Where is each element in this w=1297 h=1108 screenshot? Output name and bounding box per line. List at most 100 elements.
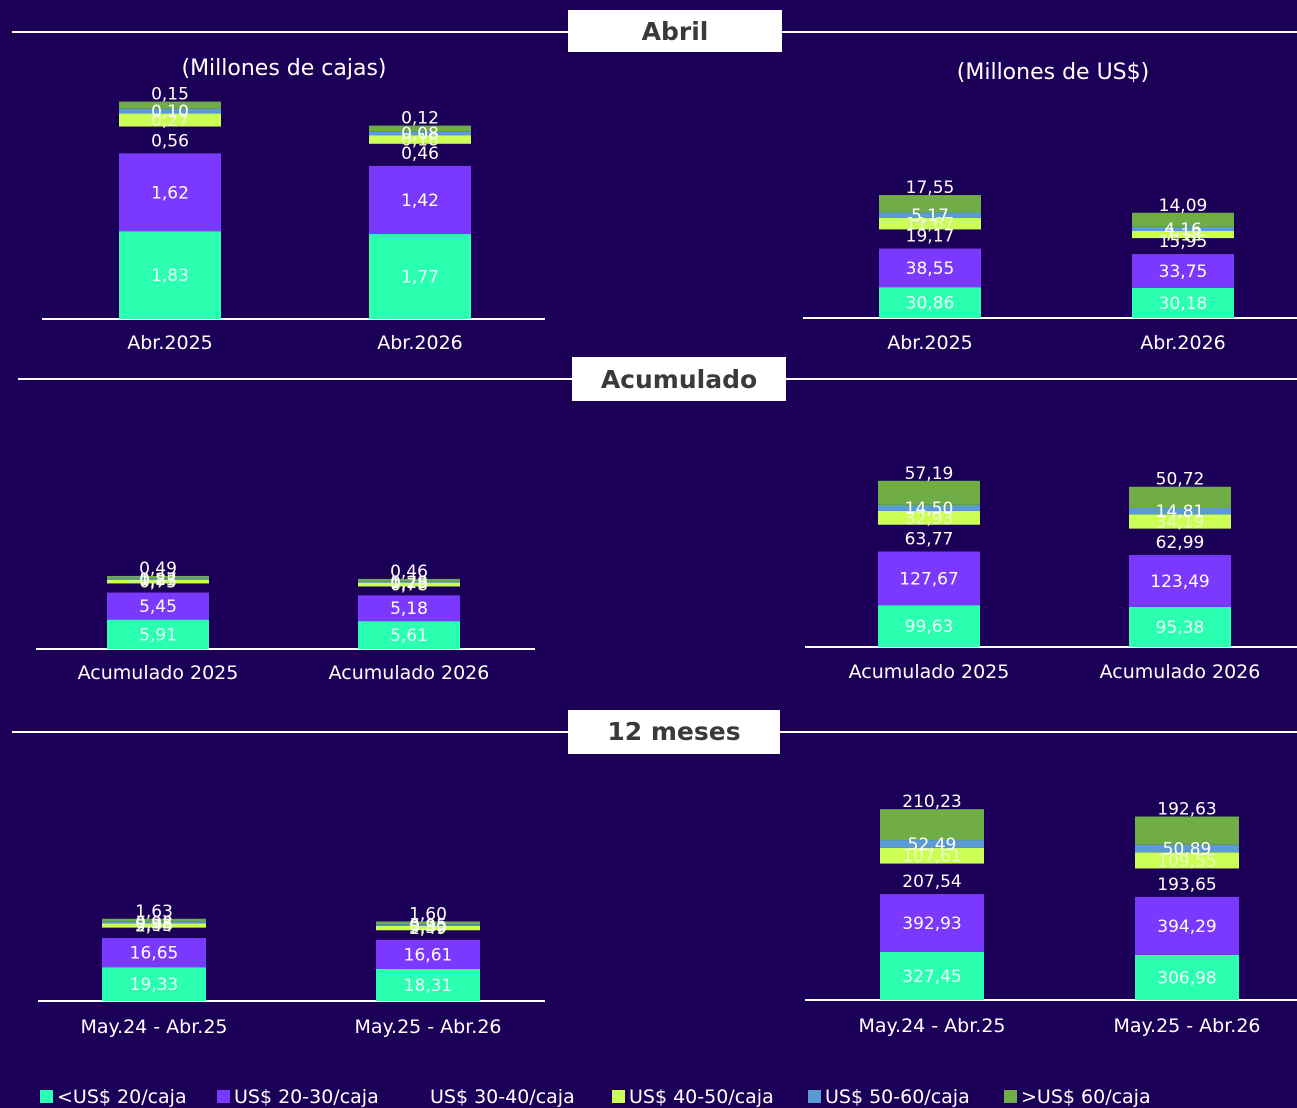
data-label: 0,28 <box>390 573 428 593</box>
bar-segment <box>369 135 471 144</box>
section-title: Abril <box>642 17 709 46</box>
category-label: Acumulado 2026 <box>1100 661 1261 683</box>
data-label: 34,19 <box>1156 512 1205 532</box>
bar-segment <box>1132 254 1234 288</box>
bar-segment <box>358 578 460 582</box>
bar-segment <box>878 480 980 505</box>
category-label: Abr.2025 <box>127 332 213 354</box>
bar-segment <box>1132 226 1234 231</box>
bar-segment <box>879 195 981 213</box>
bar-segment <box>369 125 471 132</box>
data-label: 7,12 <box>1164 226 1202 246</box>
bar-segment <box>1129 486 1231 509</box>
legend-label: US$ 30-40/caja <box>430 1086 575 1108</box>
bar-segment <box>102 921 206 924</box>
bar-segment <box>119 231 221 319</box>
data-label: 0,27 <box>151 111 189 131</box>
legend-swatch <box>808 1090 821 1103</box>
data-label: 16,65 <box>130 944 179 964</box>
data-label: 392,93 <box>902 914 961 934</box>
data-label: 0,18 <box>401 130 439 150</box>
data-label: 1,60 <box>409 904 447 924</box>
bar-segment <box>1132 212 1234 227</box>
bar-segment <box>358 621 460 649</box>
data-label: 0,15 <box>151 85 189 105</box>
data-label: 0,12 <box>401 109 439 129</box>
bar-segment <box>376 921 480 925</box>
data-label: 306,98 <box>1157 968 1216 988</box>
data-label: 1,42 <box>401 191 439 211</box>
bar-segment <box>107 579 209 584</box>
bar-segment <box>119 108 221 114</box>
bar-segment <box>102 918 206 922</box>
bar-segment <box>1135 954 1239 1000</box>
bar-segment <box>1129 555 1231 607</box>
bar-segment <box>880 809 984 841</box>
bar-segment <box>880 847 984 864</box>
data-label: 0,10 <box>151 102 189 122</box>
category-label: May.24 - Abr.25 <box>80 1016 227 1038</box>
data-label: 5,91 <box>139 625 177 645</box>
unit-label-right: (Millones de US$) <box>957 60 1149 85</box>
data-label: 14,09 <box>1159 196 1208 216</box>
stacked-bar-chart: 5,91 5,45 1,830,750,270,49 Acumulado 2025 5,… <box>36 559 535 684</box>
section-header-abril: Abril <box>12 10 1297 52</box>
legend-swatch <box>40 1090 53 1103</box>
bar-segment <box>358 581 460 583</box>
bar-segment <box>1132 231 1234 239</box>
data-label: 4,16 <box>1164 220 1202 240</box>
data-label: 19,17 <box>906 227 955 247</box>
bar-segment <box>879 248 981 288</box>
data-label: 0,78 <box>390 576 428 596</box>
legend-label: US$ 20-30/caja <box>234 1086 379 1108</box>
data-label: 95,38 <box>1156 618 1205 638</box>
data-label: 327,45 <box>902 967 961 987</box>
bar-segment <box>107 619 209 649</box>
data-label: 1,79 <box>390 573 428 593</box>
section-title: 12 meses <box>607 717 740 746</box>
stacked-bar-chart: 19,33 16,65 5,952,440,981,63 May.24 - Abr.2… <box>38 902 545 1038</box>
bar-segment <box>1129 606 1231 647</box>
data-label: 30,86 <box>906 294 955 314</box>
data-label: 193,65 <box>1157 875 1216 895</box>
category-label: Abr.2026 <box>1140 332 1226 354</box>
data-label: 1,83 <box>151 266 189 286</box>
bar-segment <box>119 153 221 232</box>
bar-segment <box>878 551 980 606</box>
data-label: 0,56 <box>151 131 189 151</box>
data-label: 5,17 <box>911 206 949 226</box>
legend-label: <US$ 20/caja <box>57 1086 187 1108</box>
data-label: 2,44 <box>135 916 173 936</box>
bar-segment <box>878 510 980 525</box>
data-label: 5,50 <box>409 918 447 938</box>
legend-label: >US$ 60/caja <box>1021 1086 1151 1108</box>
bar-segment <box>102 967 206 1001</box>
data-label: 99,63 <box>905 617 954 637</box>
legend: <US$ 20/caja US$ 20-30/caja US$ 30-40/caja… <box>40 1086 1151 1108</box>
bar-segment <box>119 113 221 127</box>
category-label: May.25 - Abr.26 <box>354 1016 501 1038</box>
bar-segment <box>1135 896 1239 955</box>
data-label: 63,77 <box>905 530 954 550</box>
data-label: 62,99 <box>1156 533 1205 553</box>
section-header-12-meses: 12 meses <box>12 710 1297 754</box>
data-label: 57,19 <box>905 464 954 484</box>
bar-segment <box>879 212 981 218</box>
data-label: 5,18 <box>390 599 428 619</box>
bar-segment <box>376 939 480 969</box>
bar-segment <box>880 894 984 952</box>
bar-segment <box>107 592 209 620</box>
section-title-box <box>572 357 786 401</box>
section-title: Acumulado <box>601 365 757 394</box>
stacked-bar-chart: 1,83 1,62 0,560,270,100,15 Abr.2025 1,77 1,42… <box>42 85 545 354</box>
bar-segment <box>376 968 480 1001</box>
data-label: 14,81 <box>1156 502 1205 522</box>
data-label: 11,67 <box>906 215 955 235</box>
category-label: Abr.2025 <box>887 332 973 354</box>
section-title-box <box>568 710 780 754</box>
data-label: 18,31 <box>404 976 453 996</box>
data-label: 0,98 <box>135 913 173 933</box>
data-label: 1,77 <box>401 268 439 288</box>
